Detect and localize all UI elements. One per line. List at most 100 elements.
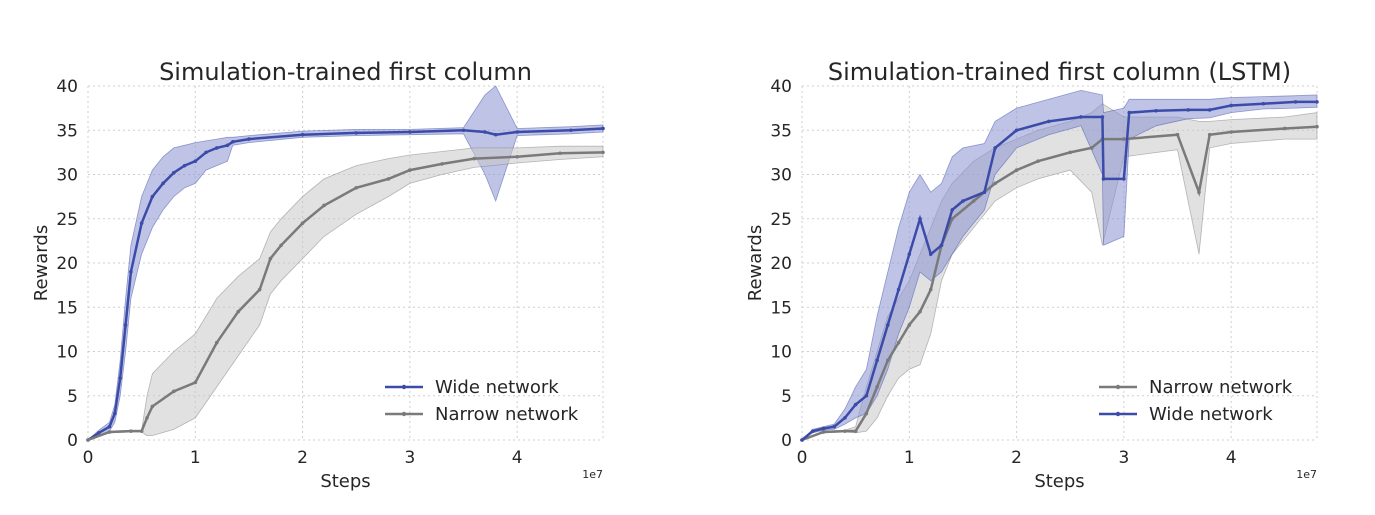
- series-point-0: [461, 128, 466, 133]
- x-tick-label: 4: [512, 448, 523, 468]
- series-point-1: [386, 177, 391, 181]
- series-point-1: [1186, 108, 1191, 112]
- series-point-1: [1293, 100, 1298, 104]
- x-axis-label: Steps: [1034, 471, 1084, 492]
- series-point-1: [939, 243, 944, 248]
- series-point-1: [950, 208, 955, 212]
- series-point-0: [231, 139, 235, 144]
- series-point-1: [918, 216, 922, 221]
- series-point-0: [107, 424, 112, 429]
- series-point-1: [1122, 177, 1126, 181]
- series-point-1: [800, 438, 804, 442]
- y-tick-label: 20: [56, 254, 78, 274]
- y-tick-label: 40: [770, 77, 792, 97]
- series-point-1: [1100, 115, 1105, 119]
- series-point-1: [1014, 128, 1019, 133]
- series-point-1: [907, 252, 912, 256]
- series-point-1: [832, 424, 836, 429]
- series-point-1: [1101, 177, 1106, 181]
- series-point-0: [493, 132, 498, 137]
- series-point-1: [1261, 101, 1266, 106]
- series-point-0: [864, 411, 869, 416]
- series-point-1: [601, 150, 605, 155]
- series-point-0: [993, 181, 997, 186]
- series-point-0: [300, 132, 305, 137]
- series-point-1: [982, 190, 987, 194]
- series-point-1: [172, 389, 176, 394]
- series-point-0: [483, 130, 487, 134]
- y-tick-label: 5: [781, 387, 792, 407]
- series-point-1: [236, 309, 241, 314]
- series-point-1: [864, 393, 869, 398]
- series-point-0: [1068, 150, 1073, 155]
- series-point-0: [1175, 132, 1180, 137]
- y-tick-label: 0: [67, 431, 78, 451]
- series-point-1: [193, 380, 198, 385]
- x-offset-label: 1e7: [582, 468, 603, 481]
- series-point-0: [193, 159, 198, 164]
- series-point-1: [1046, 119, 1051, 124]
- series-point-1: [300, 221, 305, 225]
- series-point-0: [971, 199, 976, 203]
- series-point-1: [928, 252, 933, 256]
- x-tick-label: 1: [190, 448, 201, 468]
- x-tick-label: 1: [904, 448, 915, 468]
- series-point-0: [569, 128, 573, 133]
- series-point-0: [918, 309, 922, 314]
- series-point-0: [886, 358, 890, 363]
- series-point-1: [354, 185, 359, 190]
- legend-label: Narrow network: [435, 404, 579, 425]
- series-point-0: [354, 131, 359, 135]
- series-point-0: [821, 430, 826, 434]
- series-point-0: [907, 323, 912, 327]
- x-tick-label: 2: [297, 448, 308, 468]
- y-tick-label: 0: [781, 431, 792, 451]
- series-point-1: [214, 340, 219, 345]
- x-tick-label: 2: [1011, 448, 1022, 468]
- series-point-0: [843, 429, 847, 433]
- series-point-0: [853, 429, 858, 433]
- series-point-1: [107, 430, 112, 434]
- y-tick-label: 35: [770, 121, 792, 141]
- series-point-0: [1122, 137, 1126, 141]
- series-point-0: [182, 163, 187, 168]
- series-point-0: [408, 130, 412, 134]
- y-tick-label: 10: [56, 343, 78, 363]
- series-point-1: [440, 162, 444, 166]
- series-point-1: [810, 429, 815, 433]
- series-point-0: [1014, 168, 1019, 172]
- series-point-0: [1315, 124, 1319, 129]
- y-tick-label: 30: [56, 166, 78, 186]
- series-point-1: [875, 358, 879, 363]
- series-point-1: [1315, 100, 1319, 104]
- series-line-1: [801, 100, 1317, 441]
- y-axis-label: Rewards: [745, 225, 766, 301]
- series-point-0: [515, 130, 519, 134]
- series-point-1: [993, 146, 997, 150]
- legend-label: Narrow network: [1149, 377, 1293, 398]
- series-point-0: [150, 194, 155, 199]
- y-tick-label: 25: [770, 210, 792, 230]
- x-tick-label: 3: [1118, 448, 1129, 468]
- legend-marker: [401, 411, 407, 417]
- legend-marker: [1115, 384, 1121, 390]
- y-tick-label: 35: [56, 121, 78, 141]
- series-point-1: [1229, 103, 1233, 108]
- series-point-0: [1229, 130, 1233, 134]
- series-point-0: [118, 376, 122, 380]
- series-point-1: [1154, 108, 1158, 113]
- series-point-1: [472, 156, 477, 161]
- series-point-0: [214, 146, 219, 150]
- series-point-0: [123, 323, 128, 327]
- y-tick-label: 40: [56, 77, 78, 97]
- series-point-1: [1127, 110, 1132, 115]
- series-point-0: [161, 181, 165, 186]
- series-point-1: [257, 287, 262, 292]
- series-point-1: [843, 416, 847, 420]
- series-point-1: [322, 203, 326, 208]
- legend-marker: [1115, 411, 1121, 417]
- series-point-1: [129, 429, 133, 433]
- series-point-0: [1197, 190, 1201, 194]
- chart-right: 0 5 10 15 20 25 30 35 40 0 1 2 3 4 1e7 Simulation-train…: [745, 58, 1319, 492]
